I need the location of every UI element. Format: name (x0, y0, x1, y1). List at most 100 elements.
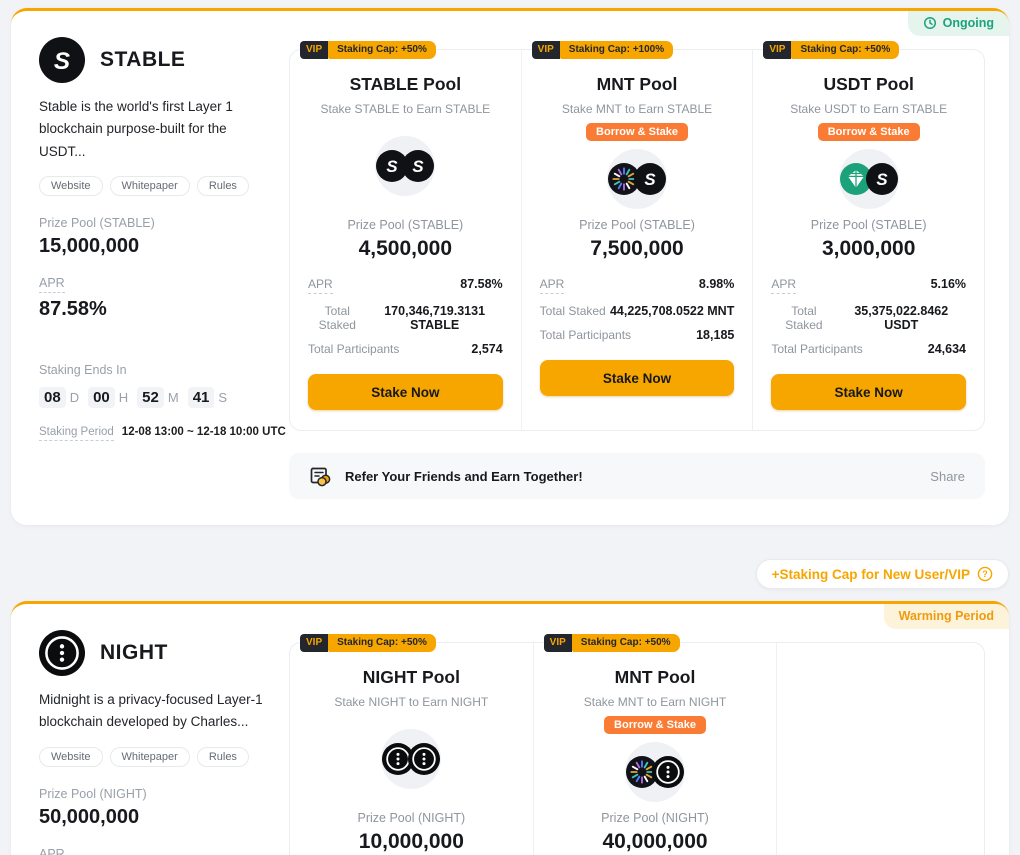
pool-token-area: Borrow & Stake S (771, 118, 966, 214)
svg-text:S: S (644, 170, 656, 189)
countdown-timer: 08 D 00 H 52 M 41 S (39, 386, 275, 408)
stat-label: Total Staked (318, 304, 356, 332)
pool-stat-row: APR 87.58% (308, 277, 503, 294)
vip-staking-cap-badge: VIP Staking Cap: +100% (531, 41, 674, 59)
pool-stat-row: APR 5.16% (771, 277, 966, 294)
empty-pool-slot (777, 643, 984, 855)
pool-prize-value: 10,000,000 (358, 830, 464, 853)
rules-link[interactable]: Rules (196, 175, 249, 196)
vip-staking-cap-badge: VIP Staking Cap: +50% (300, 634, 436, 652)
project-title: NIGHT (100, 641, 168, 664)
pool-token-area (308, 711, 515, 807)
pool-card: VIP Staking Cap: +50% STABLE Pool Stake … (290, 41, 522, 430)
pool-stats: APR 5.16% Total Staked 35,375,022.8462 U… (771, 277, 966, 366)
apr-label: APR (39, 276, 65, 293)
stat-label: APR (539, 277, 565, 294)
pool-subtitle: Stake MNT to Earn NIGHT (583, 695, 727, 709)
stat-value: 18,185 (696, 328, 735, 342)
pool-prize-label: Prize Pool (STABLE) (579, 218, 695, 232)
pool-prize-value: 7,500,000 (590, 237, 684, 260)
share-button[interactable]: Share (930, 468, 965, 484)
pool-title: STABLE Pool (349, 74, 462, 94)
svg-text:S: S (387, 157, 399, 176)
pool-title: MNT Pool (614, 667, 696, 687)
svg-text:?: ? (982, 569, 988, 579)
website-link[interactable]: Website (39, 175, 103, 196)
countdown-days: 08 (39, 386, 66, 408)
rules-link[interactable]: Rules (196, 746, 249, 767)
night-coin-icon (408, 743, 441, 775)
pool-prize-value: 40,000,000 (602, 830, 708, 853)
stake-now-button[interactable]: Stake Now (539, 360, 735, 396)
countdown-minutes: 52 (137, 386, 164, 408)
staking-cap-tag: Staking Cap: +100% (559, 41, 674, 59)
pool-stat-row: Total Staked 170,346,719.3131 STABLE (308, 304, 503, 332)
pool-prize-label: Prize Pool (STABLE) (810, 218, 927, 232)
apr-label: APR (39, 847, 65, 855)
vip-tag: VIP (763, 41, 792, 59)
pool-title: MNT Pool (596, 74, 678, 94)
stable-coin-icon: S (402, 150, 435, 182)
stat-label: APR (771, 277, 797, 294)
mnt-coin-icon (626, 756, 658, 788)
staking-cap-tag: Staking Cap: +50% (328, 41, 436, 59)
referral-banner[interactable]: Refer Your Friends and Earn Together! Sh… (289, 453, 985, 499)
night-logo-icon (39, 630, 85, 676)
stat-label: APR (308, 277, 333, 294)
question-mark-icon: ? (977, 566, 993, 582)
stat-value: 35,375,022.8462 USDT (854, 304, 949, 332)
vip-staking-cap-badge: VIP Staking Cap: +50% (543, 634, 680, 652)
project-title: STABLE (100, 48, 186, 71)
whitepaper-link[interactable]: Whitepaper (109, 746, 190, 767)
apr-value: 87.58% (39, 297, 107, 320)
pool-prize-value: 3,000,000 (821, 237, 916, 260)
status-label: Warming Period (898, 609, 994, 623)
stake-now-button[interactable]: Stake Now (308, 374, 503, 410)
staking-cap-info-button[interactable]: +Staking Cap for New User/VIP ? (755, 559, 1009, 589)
stable-logo-icon: S (39, 37, 85, 83)
pool-prize-value: 4,500,000 (358, 237, 453, 260)
project-description: Stable is the world's first Layer 1 bloc… (39, 99, 233, 159)
stable-coin-icon: S (865, 163, 898, 195)
svg-text:S: S (54, 48, 70, 75)
staking-cap-tag: Staking Cap: +50% (791, 41, 900, 59)
whitepaper-link[interactable]: Whitepaper (109, 175, 190, 196)
usdt-coin-icon (839, 163, 872, 195)
clock-icon (923, 16, 936, 30)
website-link[interactable]: Website (39, 746, 103, 767)
prize-pool-value: 50,000,000 (39, 805, 140, 828)
pool-token-icons: S (838, 149, 899, 209)
stable-coin-icon: S (634, 163, 666, 195)
staking-cap-tag: Staking Cap: +50% (571, 634, 680, 652)
pool-stat-row: Total Staked 35,375,022.8462 USDT (771, 304, 966, 332)
pool-token-icons: S (607, 149, 667, 209)
stake-now-button[interactable]: Stake Now (771, 374, 967, 410)
pool-subtitle: Stake MNT to Earn STABLE (561, 102, 713, 116)
pool-title: USDT Pool (823, 74, 914, 94)
vip-tag: VIP (300, 41, 329, 59)
mnt-coin-icon (608, 163, 640, 195)
pool-card: VIP Staking Cap: +100% MNT Pool Stake MN… (522, 41, 754, 430)
pool-title: NIGHT Pool (362, 667, 460, 687)
referral-text: Refer Your Friends and Earn Together! (345, 468, 583, 484)
stat-label: Total Participants (539, 328, 632, 342)
pool-token-icons (625, 742, 685, 802)
vip-staking-cap-badge: VIP Staking Cap: +50% (763, 41, 900, 59)
staking-period-label: Staking Period (39, 426, 114, 441)
stat-value: 87.58% (460, 277, 503, 291)
stat-value: 8.98% (698, 277, 735, 291)
pool-prize-label: Prize Pool (STABLE) (347, 218, 464, 232)
project-info-panel: S STABLE Stable is the world's first Lay… (39, 37, 289, 499)
pool-subtitle: Stake USDT to Earn STABLE (790, 102, 948, 116)
stat-value: 170,346,719.3131 STABLE (384, 304, 486, 332)
vip-tag: VIP (543, 634, 572, 652)
pool-prize-label: Prize Pool (NIGHT) (601, 811, 709, 825)
pool-stat-row: Total Participants 2,574 (308, 342, 503, 356)
stable-coin-icon: S (376, 150, 409, 182)
coins-stack-icon (310, 467, 331, 487)
borrow-stake-badge: Borrow & Stake (586, 123, 688, 141)
borrow-stake-badge: Borrow & Stake (817, 123, 920, 141)
